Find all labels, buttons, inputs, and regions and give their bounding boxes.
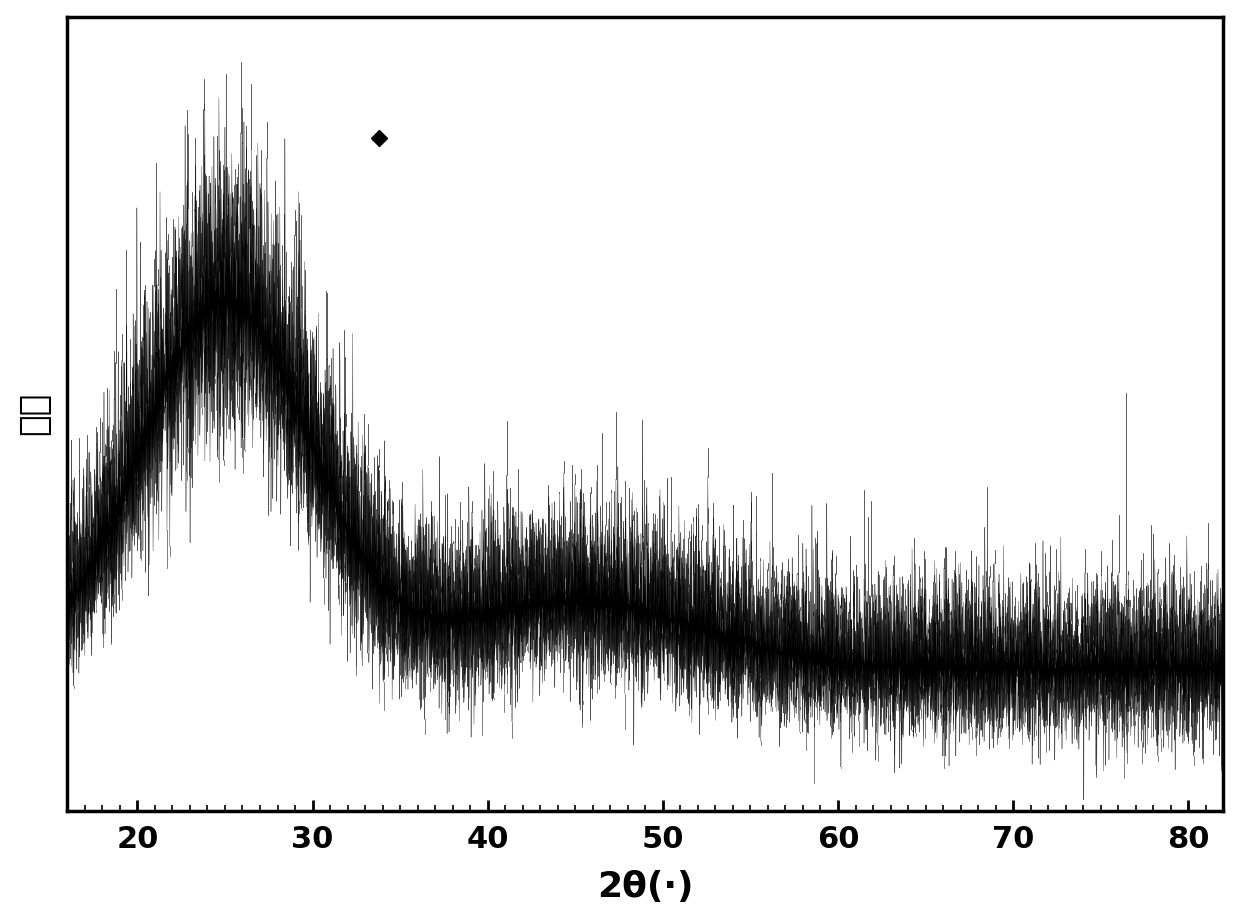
Y-axis label: 强度: 强度: [16, 392, 51, 436]
X-axis label: 2θ(·): 2θ(·): [598, 870, 693, 904]
